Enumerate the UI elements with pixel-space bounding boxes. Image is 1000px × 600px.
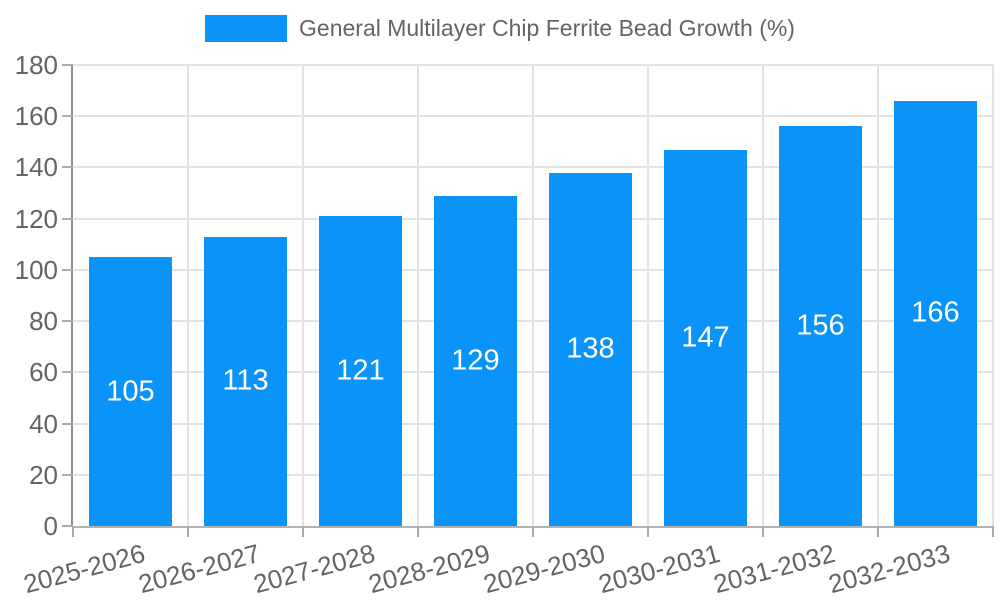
bar[interactable]: 166 [894, 100, 977, 526]
y-axis-line [71, 65, 73, 526]
x-tick-mark [647, 526, 649, 537]
bar-value-label: 147 [681, 321, 730, 354]
x-tick-mark [877, 526, 879, 537]
y-tick-mark [62, 269, 73, 271]
bar-value-label: 166 [911, 296, 960, 329]
y-tick-mark [62, 115, 73, 117]
y-tick-mark [62, 218, 73, 220]
bar[interactable]: 113 [204, 236, 287, 526]
gridline-vertical [877, 65, 879, 526]
bar[interactable]: 129 [434, 195, 517, 526]
bar[interactable]: 105 [89, 257, 172, 526]
x-tick-label: 2031-2032 [709, 538, 838, 600]
y-tick-label: 180 [14, 50, 58, 80]
plot-area: 105 113 121 129 138 147 156 166 [73, 64, 994, 526]
gridline-vertical [187, 65, 189, 526]
legend-item[interactable]: General Multilayer Chip Ferrite Bead Gro… [205, 15, 795, 42]
x-tick-mark [187, 526, 189, 537]
x-tick-label: 2030-2031 [594, 538, 723, 600]
bar[interactable]: 121 [319, 216, 402, 526]
x-tick-mark [762, 526, 764, 537]
gridline-vertical [417, 65, 419, 526]
y-tick-mark [62, 320, 73, 322]
y-tick-label: 80 [29, 306, 58, 336]
x-tick-label: 2032-2033 [824, 538, 953, 600]
legend-label: General Multilayer Chip Ferrite Bead Gro… [299, 15, 795, 41]
y-tick-label: 120 [14, 204, 58, 234]
gridline-vertical [302, 65, 304, 526]
bar[interactable]: 147 [664, 149, 747, 526]
legend-swatch-icon [205, 15, 288, 42]
bar-value-label: 138 [566, 332, 615, 365]
x-tick-mark [992, 526, 994, 537]
gridline-vertical [532, 65, 534, 526]
y-tick-mark [62, 525, 73, 527]
gridline-vertical [992, 65, 994, 526]
y-tick-mark [62, 64, 73, 66]
x-tick-mark [302, 526, 304, 537]
y-tick-mark [62, 423, 73, 425]
gridline-vertical [647, 65, 649, 526]
gridline-vertical [762, 65, 764, 526]
x-tick-label: 2026-2027 [134, 538, 263, 600]
x-tick-mark [417, 526, 419, 537]
bar-value-label: 121 [336, 354, 385, 387]
legend: General Multilayer Chip Ferrite Bead Gro… [0, 15, 1000, 42]
bar-value-label: 156 [796, 309, 845, 342]
y-tick-label: 140 [14, 152, 58, 182]
y-tick-mark [62, 474, 73, 476]
y-tick-label: 40 [29, 409, 58, 439]
y-tick-label: 20 [29, 460, 58, 490]
y-tick-label: 160 [14, 101, 58, 131]
y-tick-label: 100 [14, 255, 58, 285]
bar-value-label: 113 [222, 364, 269, 397]
bar-value-label: 129 [451, 344, 500, 377]
y-tick-label: 60 [29, 357, 58, 387]
x-tick-mark [532, 526, 534, 537]
y-tick-mark [62, 371, 73, 373]
x-tick-label: 2028-2029 [364, 538, 493, 600]
x-tick-label: 2029-2030 [479, 538, 608, 600]
x-tick-label: 2027-2028 [249, 538, 378, 600]
bar[interactable]: 156 [779, 126, 862, 526]
x-tick-mark [72, 526, 74, 537]
y-tick-mark [62, 166, 73, 168]
bar-value-label: 105 [106, 375, 155, 408]
x-tick-label: 2025-2026 [19, 538, 148, 600]
bar[interactable]: 138 [549, 172, 632, 526]
y-tick-label: 0 [43, 511, 58, 541]
